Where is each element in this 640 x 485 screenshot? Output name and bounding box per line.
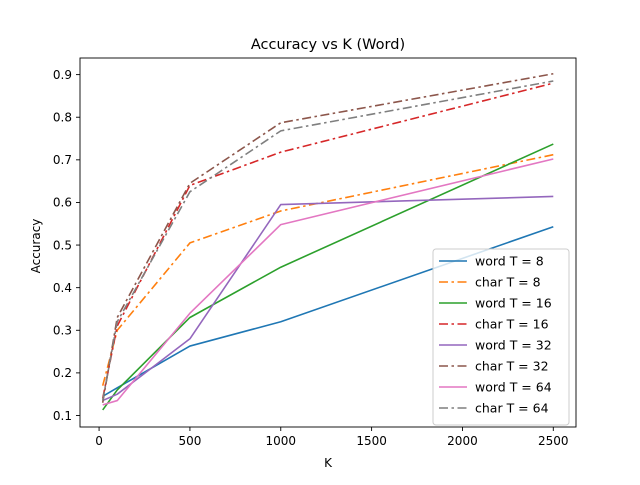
y-tick-label: 0.7 — [53, 153, 72, 167]
axes-frame — [79, 57, 577, 428]
x-axis-label: K — [324, 456, 333, 470]
y-tick-label: 0.1 — [53, 409, 72, 423]
y-tick-label: 0.5 — [53, 238, 72, 252]
x-tick-label: 0 — [95, 434, 103, 448]
x-tick-label: 1000 — [265, 434, 296, 448]
series-line-8 — [101, 80, 554, 401]
y-tick-label: 0.8 — [53, 111, 72, 125]
legend-label: char T = 64 — [475, 401, 549, 416]
x-tick-label: 2500 — [538, 434, 569, 448]
legend-label: char T = 32 — [475, 359, 549, 374]
legend-box — [432, 248, 570, 426]
series-line-1 — [102, 225, 554, 398]
legend: word T = 8 char T = 8 word T = 16 char T = … — [432, 248, 570, 426]
legend-label: word T = 16 — [475, 296, 552, 311]
legend-label: word T = 32 — [475, 338, 552, 353]
legend-label: char T = 16 — [475, 317, 549, 332]
series-line-7 — [102, 158, 554, 406]
legend-label: char T = 8 — [475, 275, 541, 290]
series-line-5 — [102, 195, 554, 402]
y-tick-label: 0.6 — [53, 196, 72, 210]
y-tick-label: 0.4 — [53, 281, 72, 295]
legend-label: word T = 8 — [475, 254, 544, 269]
plot-area: 0 500 1000 1500 2000 2500 0.1 0.2 0.3 0.4 0.5 0.6 0.… — [53, 57, 577, 448]
y-tick-label: 0.3 — [53, 324, 72, 338]
y-axis-label: Accuracy — [29, 219, 43, 274]
y-tick-label: 0.9 — [53, 68, 72, 82]
legend-label: word T = 64 — [475, 380, 552, 395]
x-tick-label: 2000 — [447, 434, 478, 448]
chart-title: Accuracy vs K (Word) — [251, 37, 405, 53]
y-tick-label: 0.2 — [53, 366, 72, 380]
x-tick-label: 500 — [178, 434, 201, 448]
x-tick-label: 1500 — [356, 434, 387, 448]
